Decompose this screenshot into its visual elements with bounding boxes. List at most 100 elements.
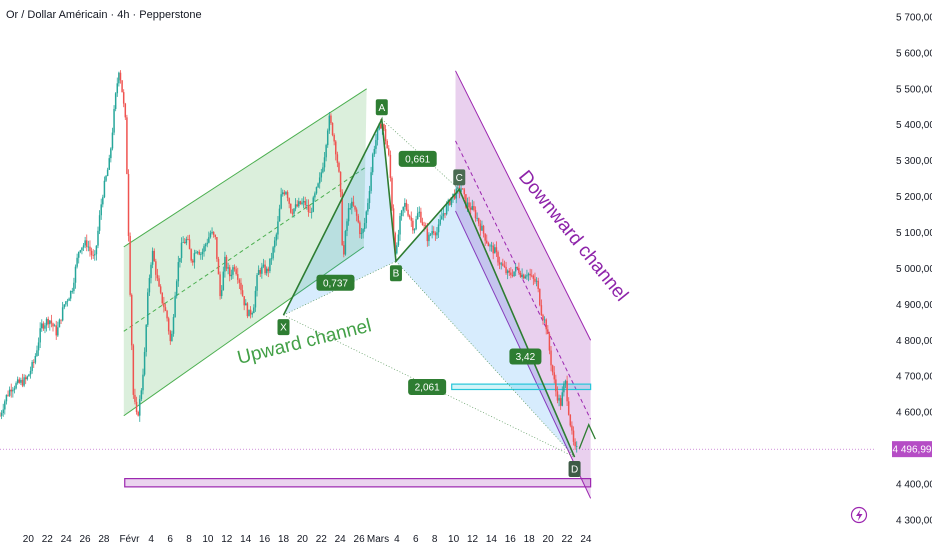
candle-body [203, 246, 205, 252]
current-price-badge [892, 441, 932, 458]
candle-body [243, 296, 245, 306]
candle-body [76, 257, 78, 267]
candle-body [200, 254, 202, 255]
candle-body [471, 206, 474, 210]
candle-body [246, 303, 249, 317]
candle-body [534, 278, 536, 282]
candle-body [24, 377, 27, 380]
candle-body [466, 202, 469, 208]
candle-body [272, 247, 274, 259]
projection-path [578, 423, 596, 450]
candle-body [195, 252, 197, 254]
candle-body [16, 379, 19, 384]
candle-body [148, 278, 151, 293]
candle-body [0, 413, 3, 416]
candle-body [378, 124, 380, 130]
candle-body [278, 208, 281, 222]
candle-body [158, 278, 160, 287]
candle-body [108, 158, 110, 170]
candle-body [127, 173, 130, 236]
candle-body [558, 398, 560, 401]
x-tick-label: 18 [278, 534, 290, 545]
candle-body [497, 252, 499, 263]
candle-body [547, 329, 549, 335]
candle-body [531, 275, 533, 277]
candle-body [135, 401, 138, 413]
candle-body [368, 190, 371, 204]
candle-body [105, 176, 107, 181]
candle-body [288, 198, 290, 204]
point-badge-c [453, 169, 466, 186]
candle-body [4, 401, 6, 410]
candle-body [400, 210, 403, 217]
candle-body [360, 232, 363, 235]
candle-body [201, 251, 204, 255]
candle-body [318, 177, 321, 184]
resistance-zone [451, 383, 592, 391]
candle-body [185, 239, 188, 244]
candle-body [219, 274, 221, 297]
candle-body [304, 201, 306, 206]
candle-body [510, 272, 512, 275]
candle-body [550, 350, 552, 366]
candle-body [238, 279, 241, 283]
candle-body [286, 192, 289, 199]
ratio-label: 3,42 [516, 352, 536, 363]
x-tick-label: 20 [543, 534, 555, 545]
candle-body [333, 135, 335, 142]
candle-body [506, 270, 509, 274]
candle-body [280, 194, 282, 209]
candle-body [553, 372, 555, 380]
candle-body [441, 216, 443, 220]
candle-body [519, 272, 522, 277]
candle-body [256, 275, 258, 291]
candle-body [354, 205, 356, 210]
candle-body [389, 154, 392, 179]
candle-body [402, 206, 404, 211]
upward-channel-fill [123, 88, 367, 416]
candle-body [410, 217, 413, 221]
candle-body [204, 244, 207, 247]
candle-body [551, 365, 554, 373]
candle-body [211, 231, 213, 234]
candle-body [545, 319, 547, 330]
candle-body [559, 398, 562, 406]
candle-body [233, 267, 236, 270]
x-tick-label: 8 [186, 534, 192, 545]
x-tick-label: 22 [316, 534, 328, 545]
candle-body [290, 203, 292, 213]
ratio-badge [316, 274, 355, 291]
candle-body [535, 280, 538, 282]
x-tick-label: 26 [79, 534, 91, 545]
candle-body [265, 268, 268, 274]
lightning-icon-bolt [856, 509, 863, 521]
candle-body [92, 255, 94, 256]
candle-body [254, 290, 257, 308]
ratio-badge [398, 150, 437, 167]
x-tick-label: 24 [61, 534, 73, 545]
candle-body [339, 171, 342, 192]
candle-body [371, 154, 374, 173]
candle-body [543, 319, 546, 321]
candle-body [97, 230, 99, 246]
candle-body [362, 229, 364, 233]
candle-body [386, 141, 388, 149]
candle-body [416, 213, 419, 220]
ratio-badge [509, 348, 542, 365]
candle-body [431, 231, 433, 235]
candle-body [259, 269, 262, 274]
point-label-c: C [456, 173, 463, 184]
x-tick-label: 10 [448, 534, 460, 545]
candle-body [90, 250, 93, 256]
candle-body [32, 362, 35, 363]
candle-body [167, 318, 170, 332]
candle-body [139, 398, 141, 416]
candle-body [0, 415, 1, 417]
x-tick-label: 22 [42, 534, 54, 545]
x-tick-label: 20 [23, 534, 35, 545]
candle-body [408, 215, 411, 218]
candle-body [5, 394, 8, 402]
x-tick-label: 22 [561, 534, 573, 545]
downward-channel-upper-line [455, 70, 592, 341]
